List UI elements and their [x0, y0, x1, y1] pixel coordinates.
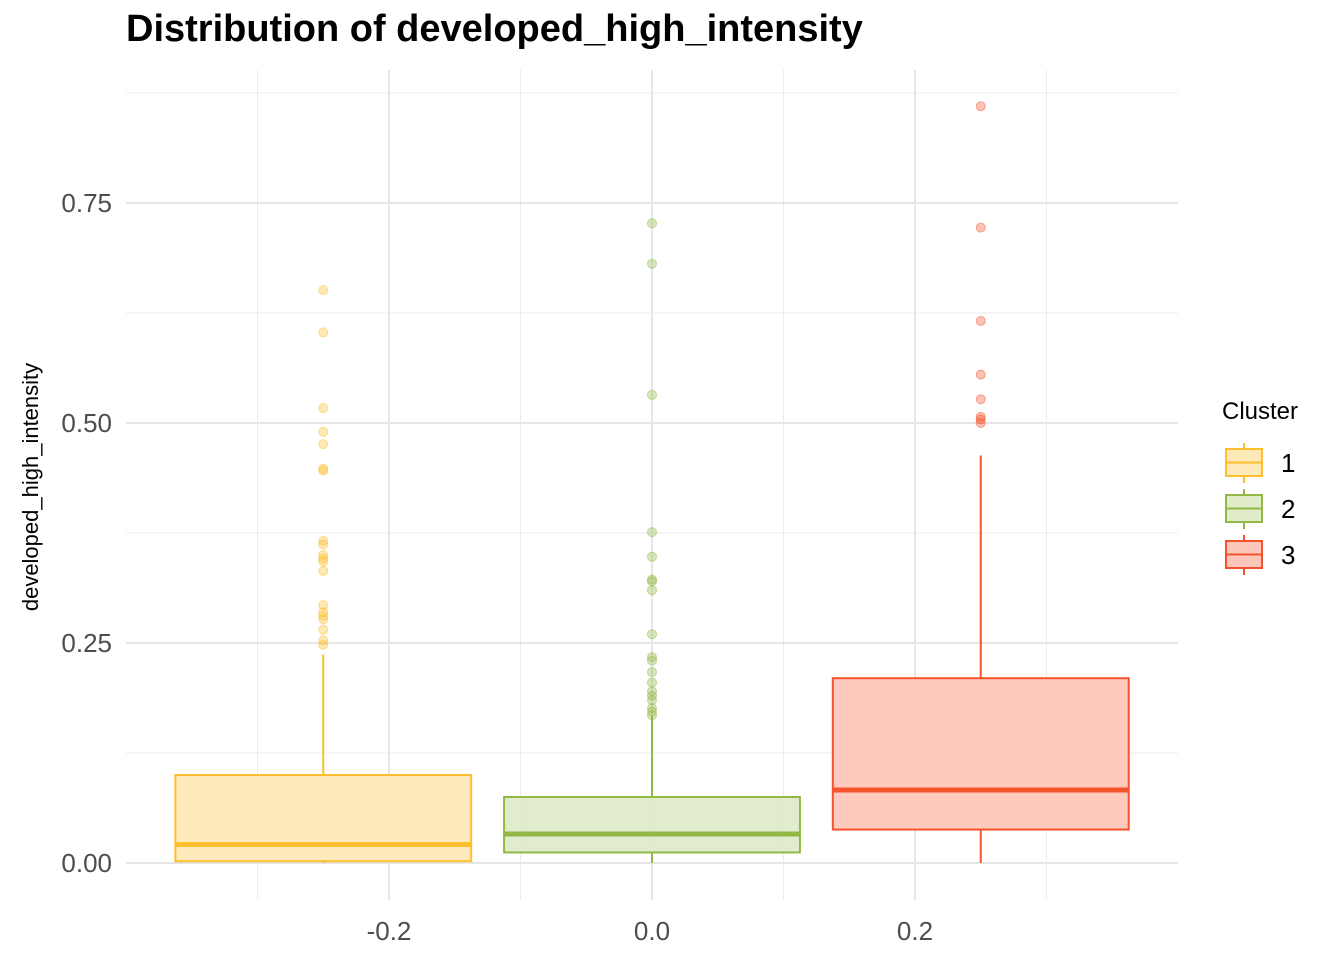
outlier-point	[647, 652, 657, 663]
outlier-point	[647, 706, 657, 717]
legend-label: 1	[1281, 448, 1295, 478]
y-tick-label: 0.75	[61, 188, 112, 218]
outlier-point	[318, 639, 329, 650]
outlier-point	[647, 655, 657, 666]
outlier-point	[647, 527, 657, 538]
outlier-point	[318, 285, 329, 296]
chart-title: Distribution of developed_high_intensity	[126, 8, 863, 50]
box	[831, 677, 1130, 831]
outlier-point	[318, 553, 329, 564]
outlier-point	[647, 551, 657, 562]
outlier-point	[318, 535, 329, 546]
outlier-point	[975, 101, 986, 112]
outlier-point	[647, 576, 657, 587]
outlier-point	[318, 610, 329, 621]
x-tick-label: 0.0	[634, 916, 670, 946]
outlier-point	[975, 394, 986, 405]
outlier-point	[647, 677, 657, 688]
boxplot-cluster-2	[503, 218, 801, 863]
legend-title: Cluster	[1222, 398, 1298, 425]
outlier-point	[318, 403, 329, 414]
y-tick-label: 0.25	[61, 628, 112, 658]
outlier-point	[975, 222, 986, 233]
axes: developed_high_intensity 0.00 0.25 0.50 0.7…	[18, 188, 933, 946]
outlier-point	[318, 565, 329, 576]
outlier-point	[647, 703, 657, 714]
legend: Cluster 1 2 3	[1222, 398, 1298, 575]
outlier-point	[318, 614, 329, 625]
outlier-point	[975, 369, 986, 380]
y-tick-label: 0.00	[61, 848, 112, 878]
outlier-point	[318, 426, 329, 437]
boxplots	[174, 101, 1130, 863]
outlier-point	[647, 218, 657, 229]
legend-item-1: 1	[1225, 443, 1295, 483]
outlier-point	[647, 695, 657, 706]
outlier-point	[647, 667, 657, 678]
outlier-point	[318, 607, 329, 618]
outlier-point	[318, 465, 329, 476]
outlier-point	[647, 389, 657, 400]
y-tick-label: 0.50	[61, 408, 112, 438]
outlier-point	[647, 258, 657, 269]
outlier-point	[318, 327, 329, 338]
outlier-point	[647, 585, 657, 596]
box	[503, 796, 801, 854]
outlier-point	[975, 418, 986, 428]
legend-label: 2	[1281, 494, 1295, 524]
outlier-point	[647, 629, 657, 640]
outlier-point	[647, 710, 657, 721]
outlier-point	[318, 624, 329, 635]
legend-label: 3	[1281, 540, 1295, 570]
legend-item-3: 3	[1225, 535, 1295, 575]
boxplot-cluster-1	[174, 285, 473, 863]
outlier-point	[318, 539, 329, 550]
outlier-point	[975, 414, 986, 425]
outlier-point	[318, 600, 329, 611]
outlier-point	[318, 556, 329, 567]
legend-item-2: 2	[1225, 489, 1295, 529]
box	[174, 774, 473, 863]
x-tick-label: 0.2	[897, 916, 933, 946]
x-tick-label: -0.2	[367, 916, 412, 946]
grid-lines	[126, 70, 1178, 900]
outlier-point	[975, 315, 986, 326]
y-axis-title: developed_high_intensity	[18, 363, 43, 611]
boxplot-cluster-3	[831, 101, 1130, 863]
outlier-point	[318, 439, 329, 450]
